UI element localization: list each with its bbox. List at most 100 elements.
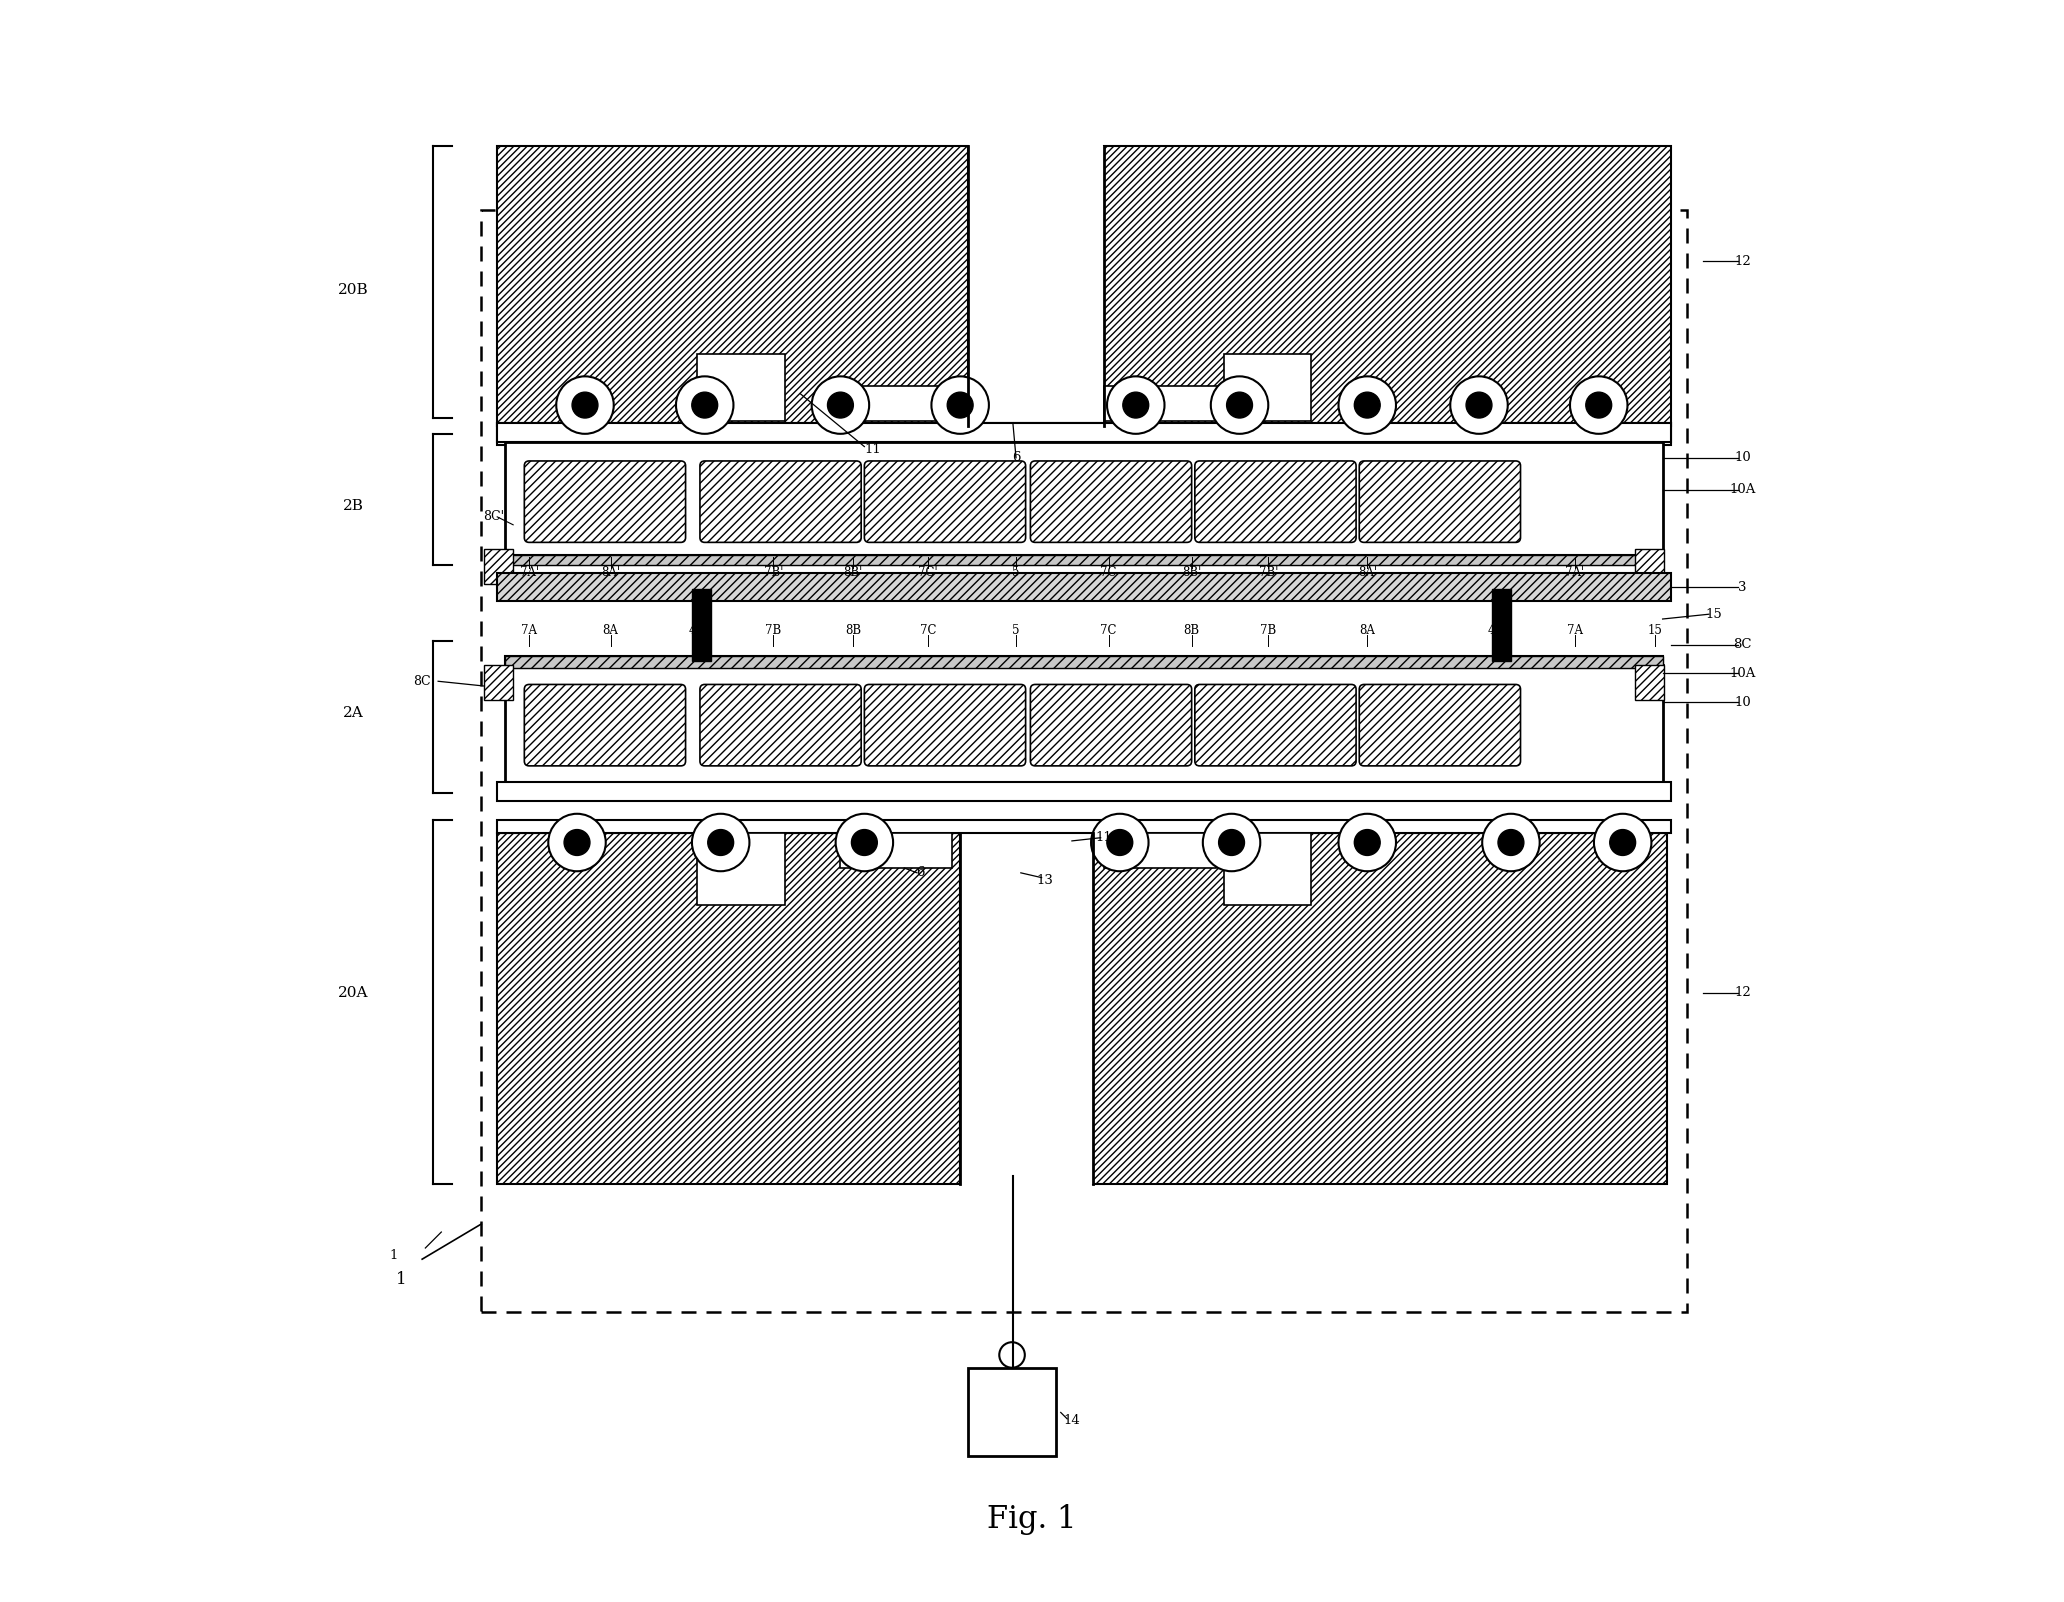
- Text: 15: 15: [1705, 607, 1721, 620]
- Text: 4: 4: [1488, 623, 1496, 636]
- Text: 15: 15: [1647, 623, 1662, 636]
- Text: 10: 10: [1734, 452, 1750, 465]
- Circle shape: [1092, 814, 1148, 871]
- Bar: [497, 572, 1670, 601]
- FancyBboxPatch shape: [524, 461, 685, 543]
- Bar: [506, 556, 1664, 566]
- Bar: [485, 549, 514, 583]
- Circle shape: [1571, 376, 1628, 434]
- Bar: [1092, 833, 1668, 1184]
- Circle shape: [1465, 392, 1492, 418]
- Bar: [840, 386, 960, 421]
- Bar: [691, 588, 712, 660]
- Text: 10A: 10A: [1730, 666, 1756, 679]
- FancyBboxPatch shape: [700, 684, 861, 766]
- Text: 8A': 8A': [1358, 566, 1377, 580]
- FancyBboxPatch shape: [865, 461, 1026, 543]
- Bar: [1492, 588, 1511, 660]
- Text: 1: 1: [390, 1250, 398, 1262]
- Circle shape: [1498, 830, 1523, 855]
- Bar: [1224, 354, 1311, 421]
- Circle shape: [1212, 376, 1267, 434]
- Text: 8C': 8C': [483, 511, 504, 524]
- Text: 8A: 8A: [1360, 623, 1375, 636]
- FancyBboxPatch shape: [1360, 461, 1521, 543]
- Bar: [481, 210, 1686, 1312]
- Text: 11: 11: [1096, 831, 1112, 844]
- Text: 8B': 8B': [1183, 566, 1201, 580]
- Circle shape: [549, 814, 605, 871]
- Bar: [497, 833, 960, 1184]
- Text: 2B: 2B: [343, 498, 363, 513]
- Circle shape: [1451, 376, 1507, 434]
- Text: 5: 5: [1011, 623, 1020, 636]
- Circle shape: [931, 376, 989, 434]
- Text: 12: 12: [1734, 987, 1750, 1000]
- Text: 13: 13: [1036, 875, 1053, 888]
- Circle shape: [947, 392, 972, 418]
- FancyBboxPatch shape: [1360, 684, 1521, 766]
- Circle shape: [1354, 830, 1381, 855]
- Text: 20A: 20A: [338, 985, 369, 1000]
- Text: 12: 12: [1734, 255, 1750, 268]
- Bar: [506, 655, 1664, 668]
- Text: 2A: 2A: [343, 706, 363, 721]
- Circle shape: [1218, 830, 1245, 855]
- Bar: [506, 665, 1664, 785]
- Text: 7B': 7B': [764, 566, 782, 580]
- Bar: [840, 833, 952, 868]
- Circle shape: [1226, 392, 1253, 418]
- FancyBboxPatch shape: [524, 684, 685, 766]
- Text: 10A: 10A: [1730, 484, 1756, 497]
- Circle shape: [1340, 376, 1395, 434]
- Circle shape: [1203, 814, 1261, 871]
- Bar: [485, 665, 514, 700]
- Circle shape: [852, 830, 877, 855]
- Text: 8B: 8B: [844, 623, 861, 636]
- Text: 7A: 7A: [1567, 623, 1583, 636]
- Circle shape: [691, 814, 749, 871]
- Circle shape: [1610, 830, 1635, 855]
- Text: 5: 5: [1011, 566, 1020, 580]
- Circle shape: [708, 830, 733, 855]
- Circle shape: [1585, 392, 1612, 418]
- Text: 8A: 8A: [603, 623, 619, 636]
- Text: 7A': 7A': [1565, 566, 1585, 580]
- Bar: [497, 423, 1670, 442]
- Circle shape: [677, 376, 733, 434]
- Bar: [1104, 146, 1670, 426]
- Circle shape: [828, 392, 852, 418]
- Circle shape: [1340, 814, 1395, 871]
- Circle shape: [1123, 392, 1150, 418]
- Text: 7A': 7A': [520, 566, 539, 580]
- Bar: [506, 442, 1664, 562]
- Bar: [506, 655, 1664, 668]
- FancyBboxPatch shape: [1195, 684, 1356, 766]
- Text: Fig. 1: Fig. 1: [987, 1504, 1077, 1535]
- Text: 4: 4: [687, 623, 696, 636]
- FancyBboxPatch shape: [1030, 684, 1191, 766]
- Circle shape: [1106, 376, 1164, 434]
- Text: 7C: 7C: [1100, 566, 1117, 580]
- Text: 7C: 7C: [921, 623, 937, 636]
- Bar: [960, 833, 1092, 1184]
- Circle shape: [999, 1342, 1026, 1368]
- Text: 10: 10: [1734, 695, 1750, 708]
- Text: 6: 6: [916, 867, 925, 879]
- Bar: [497, 820, 1670, 833]
- Text: 8B': 8B': [844, 566, 863, 580]
- Text: 7B: 7B: [1261, 623, 1276, 636]
- Text: 7A: 7A: [520, 623, 537, 636]
- Text: 8B: 8B: [1183, 623, 1199, 636]
- Circle shape: [1354, 392, 1381, 418]
- Bar: [1104, 833, 1216, 868]
- Text: 20B: 20B: [338, 284, 369, 296]
- Circle shape: [563, 830, 590, 855]
- Text: 11: 11: [865, 444, 881, 457]
- Bar: [968, 1368, 1057, 1456]
- FancyBboxPatch shape: [865, 684, 1026, 766]
- Text: 6: 6: [1011, 452, 1020, 465]
- Text: 7B': 7B': [1259, 566, 1278, 580]
- Bar: [698, 833, 784, 905]
- Circle shape: [557, 376, 613, 434]
